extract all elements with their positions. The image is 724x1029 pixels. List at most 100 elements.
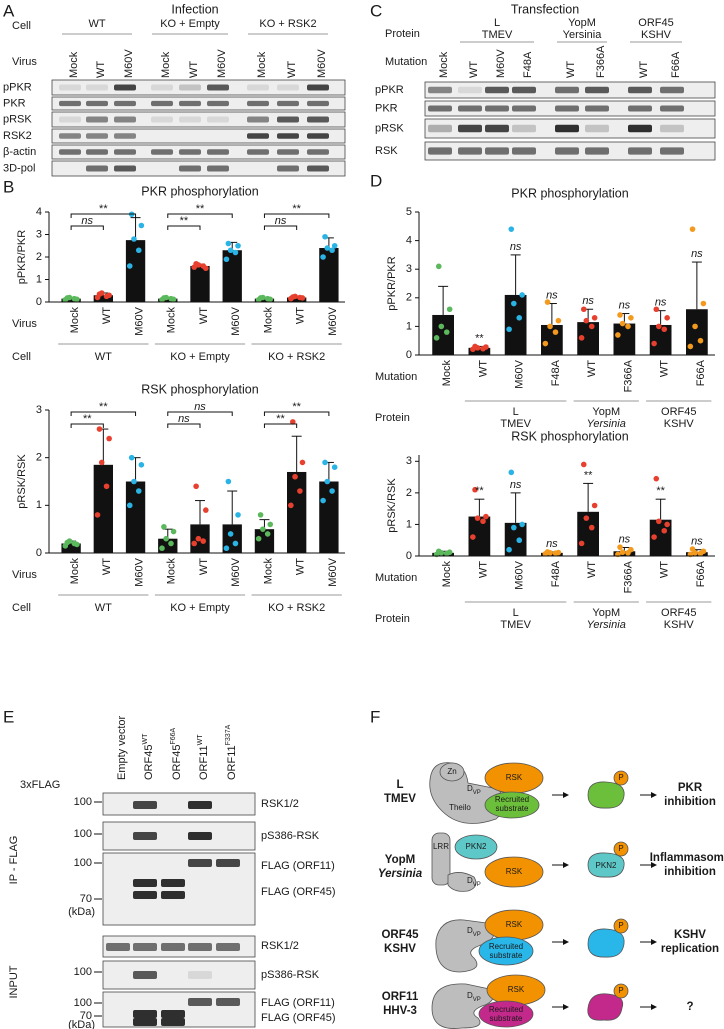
band [307,165,329,172]
band [277,133,299,139]
blot [51,111,346,128]
significance-label: ** [99,401,108,413]
group-axis-label: Cell [12,351,31,363]
band [114,116,136,123]
band [277,149,299,155]
motif: DVP [467,784,481,795]
x-tick-label: WT [659,360,671,377]
bar [468,516,491,556]
band [512,147,536,155]
product [587,928,625,958]
data-point [692,323,698,330]
band [247,133,269,139]
blot [102,792,256,816]
significance-bracket [167,225,201,230]
band [188,971,212,979]
data-point [656,323,662,330]
band [628,86,652,94]
band [179,165,201,172]
data-point [588,323,595,330]
row-label: PKR [3,97,26,109]
x-tick-label: M60V [230,306,242,335]
y-tick-label: 0 [36,296,42,308]
data-point [267,296,274,303]
data-point [661,527,668,534]
y-tick-label: 4 [36,206,42,218]
annotation: ** [475,332,484,344]
data-point [255,535,262,542]
product [587,852,625,878]
model-row: L TMEV Zn RSK Theilo Recruited substrate… [384,762,716,824]
motif: DVP [467,876,481,887]
data-point [159,545,165,552]
x-tick-label: Mock [69,307,81,334]
annotation: ns [510,479,522,491]
group-label: KSHV [641,29,672,41]
significance-bracket [263,411,330,416]
data-point [516,315,523,321]
rsk-label: RSK [508,985,525,994]
lane-name: ORF45 [171,745,183,780]
band [151,100,173,107]
bar [93,464,113,553]
significance-bracket [263,423,298,428]
row-label: β-actin [3,146,36,158]
row-label: FLAG (ORF45) [261,886,336,898]
group-label: ORF45 [638,17,673,29]
row-label: pPKR [375,84,404,96]
row-label: pRSK [3,113,32,125]
panel-letter: C [370,1,382,20]
bar [613,323,636,355]
data-point [232,249,239,256]
data-point [223,545,230,552]
data-point [619,549,626,556]
group-label: L [494,17,500,29]
row-name: Yersinia [378,868,423,880]
substrate-label: substrate [490,951,523,960]
band [307,149,329,155]
domain [439,762,465,782]
band [485,124,509,133]
band [86,84,108,91]
significance-bracket [167,423,201,428]
data-point [435,548,442,555]
viral-protein [431,832,451,886]
band [133,971,157,979]
data-point [98,459,105,466]
band [188,859,212,867]
data-point [297,488,303,494]
group-label: TMEV [500,619,531,631]
band [207,165,229,172]
band [86,133,108,139]
data-point [580,306,587,313]
band [133,943,157,951]
annotation: ns [691,536,703,548]
bar [432,314,454,355]
row-label: FLAG (ORF11) [261,860,335,872]
bar [93,295,113,302]
lane-label: M60V [216,49,228,78]
x-tick-label: F48A [550,359,562,386]
substrate [454,834,498,860]
band [151,116,173,123]
x-tick-label: F48A [550,560,562,587]
data-point [653,306,660,313]
y-tick-label: 0 [36,547,42,559]
band [161,1018,185,1026]
lane-label: ORF45F66A [170,727,183,780]
row-label: RSK2 [3,130,32,142]
data-point [615,332,621,338]
data-point [329,247,335,254]
data-point [324,245,331,251]
data-point [519,521,525,528]
row-label: pPKR [3,81,32,93]
band [485,86,509,94]
significance-bracket [70,423,104,428]
band [512,86,536,94]
data-point [299,295,306,301]
data-point [508,469,515,476]
significance-bracket [70,213,137,218]
y-tick-label: 0 [406,349,412,361]
data-point [195,535,202,542]
data-point [580,461,587,468]
